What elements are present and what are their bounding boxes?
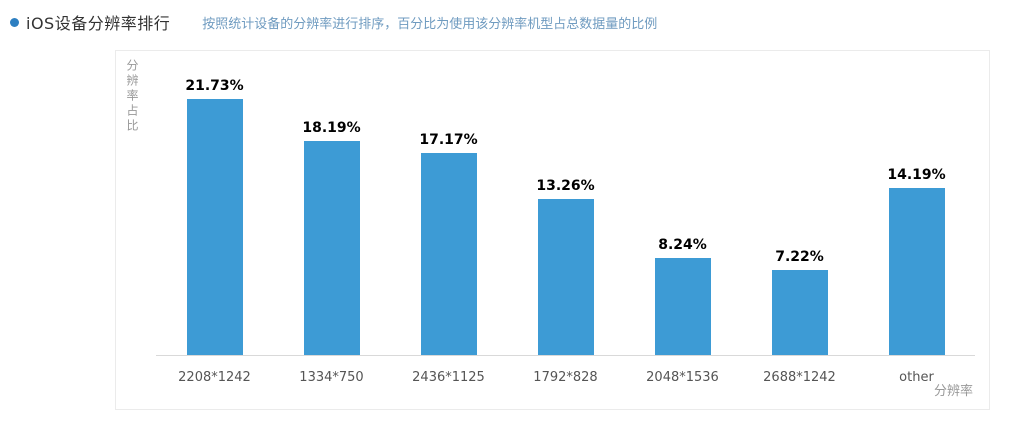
bar-group: 21.73% (156, 78, 273, 355)
bar-value-label: 18.19% (302, 119, 361, 136)
chart-panel: 分辨率占比 21.73% 18.19% 17.17% 13.26% 8.24% 7.22%… (115, 50, 990, 410)
x-tick-label: 2048*1536 (646, 370, 719, 385)
x-axis-label: 分辨率 (933, 384, 973, 399)
bar-group: 18.19% (273, 120, 390, 355)
bar-value-label: 7.22% (775, 249, 824, 265)
x-tick-label: 1792*828 (533, 370, 598, 385)
bar-group: 14.19% (858, 167, 975, 355)
bar-group: 13.26% (507, 178, 624, 355)
bar[interactable] (537, 198, 594, 355)
y-axis-label: 分辨率占比 (125, 59, 139, 134)
bar-value-label: 21.73% (185, 78, 244, 95)
x-tick-label: 2436*1125 (412, 370, 485, 385)
bar-group: 17.17% (390, 132, 507, 355)
bar-value-label: 8.24% (658, 237, 707, 253)
x-tick-label: 2208*1242 (178, 370, 251, 385)
x-tick-label: 1334*750 (299, 370, 364, 385)
bar[interactable] (771, 270, 828, 355)
bar-value-label: 14.19% (887, 167, 946, 183)
bar-value-label: 17.17% (419, 131, 478, 148)
bar[interactable] (888, 188, 945, 355)
x-tick-label: other (899, 370, 934, 385)
bar-value-label: 13.26% (536, 177, 595, 194)
bar[interactable] (186, 99, 243, 355)
bar-group: 8.24% (624, 237, 741, 355)
bullet-icon (10, 17, 19, 27)
chart-subtitle: 按照统计设备的分辨率进行排序，百分比为使用该分辨率机型占总数据量的比例 (202, 16, 658, 32)
bar[interactable] (303, 140, 360, 355)
bar-group: 7.22% (741, 249, 858, 355)
chart-header: iOS设备分辨率排行 按照统计设备的分辨率进行排序，百分比为使用该分辨率机型占总… (0, 0, 1012, 34)
plot-area: 21.73% 18.19% 17.17% 13.26% 8.24% 7.22% 14.19% (156, 51, 975, 356)
bar[interactable] (420, 152, 477, 355)
chart-title: iOS设备分辨率排行 (26, 14, 171, 33)
x-tick-label: 2688*1242 (763, 370, 836, 385)
x-axis-ticks: 2208*1242 1334*750 2436*1125 1792*828 2048*1… (156, 370, 975, 385)
bar[interactable] (654, 258, 711, 355)
